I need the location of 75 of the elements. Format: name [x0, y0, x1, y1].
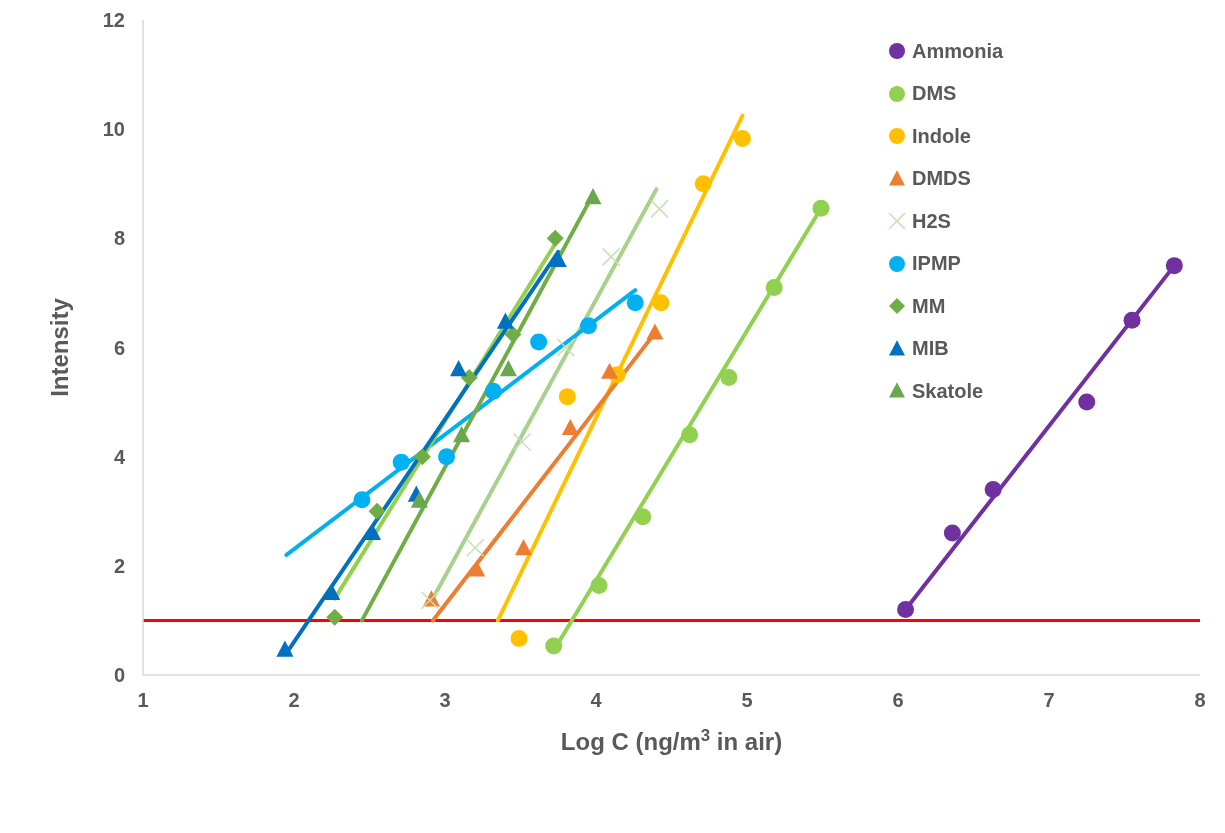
legend-label: MIB	[912, 337, 949, 361]
point	[484, 382, 502, 400]
point	[512, 432, 532, 452]
point	[579, 317, 597, 335]
point	[646, 323, 664, 340]
point	[694, 175, 712, 193]
point	[530, 333, 548, 351]
y-tick-label: 2	[113, 554, 125, 577]
y-tick-label: 12	[102, 9, 125, 32]
point	[1123, 311, 1141, 329]
point	[601, 362, 619, 379]
point	[1078, 393, 1096, 411]
y-tick-label: 4	[113, 445, 126, 468]
point	[984, 480, 1002, 498]
point	[561, 418, 579, 436]
x-tick-label: 7	[1043, 689, 1055, 712]
legend-label: Skatole	[912, 379, 984, 403]
x-tick-label: 8	[1194, 689, 1206, 712]
point	[1165, 257, 1183, 275]
point	[465, 538, 485, 558]
point	[549, 250, 567, 267]
point	[413, 448, 431, 466]
point	[943, 524, 961, 542]
point	[353, 491, 371, 509]
point	[897, 601, 915, 618]
legend-label: H2S	[912, 209, 951, 233]
x-tick-label: 6	[892, 689, 904, 712]
x-tick-label: 5	[741, 689, 753, 712]
point	[460, 369, 478, 387]
point	[626, 294, 644, 312]
point	[368, 502, 386, 520]
point	[650, 199, 669, 219]
y-tick-label: 0	[113, 664, 125, 687]
point	[590, 576, 608, 594]
point	[546, 229, 564, 247]
legend-label: Indole	[912, 124, 971, 148]
point	[556, 338, 576, 357]
point	[504, 325, 522, 343]
x-tick-label: 2	[288, 689, 300, 712]
point	[453, 426, 471, 443]
point	[733, 129, 751, 147]
y-tick-label: 8	[113, 227, 125, 250]
x-tick-label: 3	[439, 689, 451, 712]
point	[392, 453, 410, 471]
point	[601, 247, 621, 267]
point	[584, 188, 602, 205]
point	[558, 388, 576, 406]
point	[812, 199, 830, 217]
y-axis-title: Intensity	[46, 297, 73, 397]
y-tick-label: 10	[102, 118, 125, 141]
point	[765, 278, 783, 296]
point	[496, 312, 514, 329]
legend-label: MM	[912, 294, 946, 318]
legend-label: Ammonia	[912, 39, 1004, 63]
x-axis-title: Log C (ng/m$^{3}$ in air)	[560, 725, 783, 755]
x-tick-label: 1	[137, 689, 149, 712]
legend-label: DMDS	[912, 167, 971, 191]
y-tick-label: 6	[113, 336, 125, 359]
point	[438, 448, 456, 466]
point	[720, 369, 738, 387]
point	[652, 294, 670, 312]
point	[326, 608, 344, 626]
point	[450, 359, 468, 377]
point	[681, 426, 699, 444]
point	[499, 359, 517, 377]
point	[410, 491, 428, 508]
x-tick-label: 4	[590, 689, 603, 712]
point	[545, 637, 563, 655]
point	[468, 560, 486, 577]
point	[510, 629, 528, 647]
point	[276, 640, 294, 657]
legend-label: IPMP	[912, 252, 961, 276]
legend-label: DMS	[912, 82, 957, 106]
point	[515, 539, 533, 556]
point	[634, 508, 652, 526]
